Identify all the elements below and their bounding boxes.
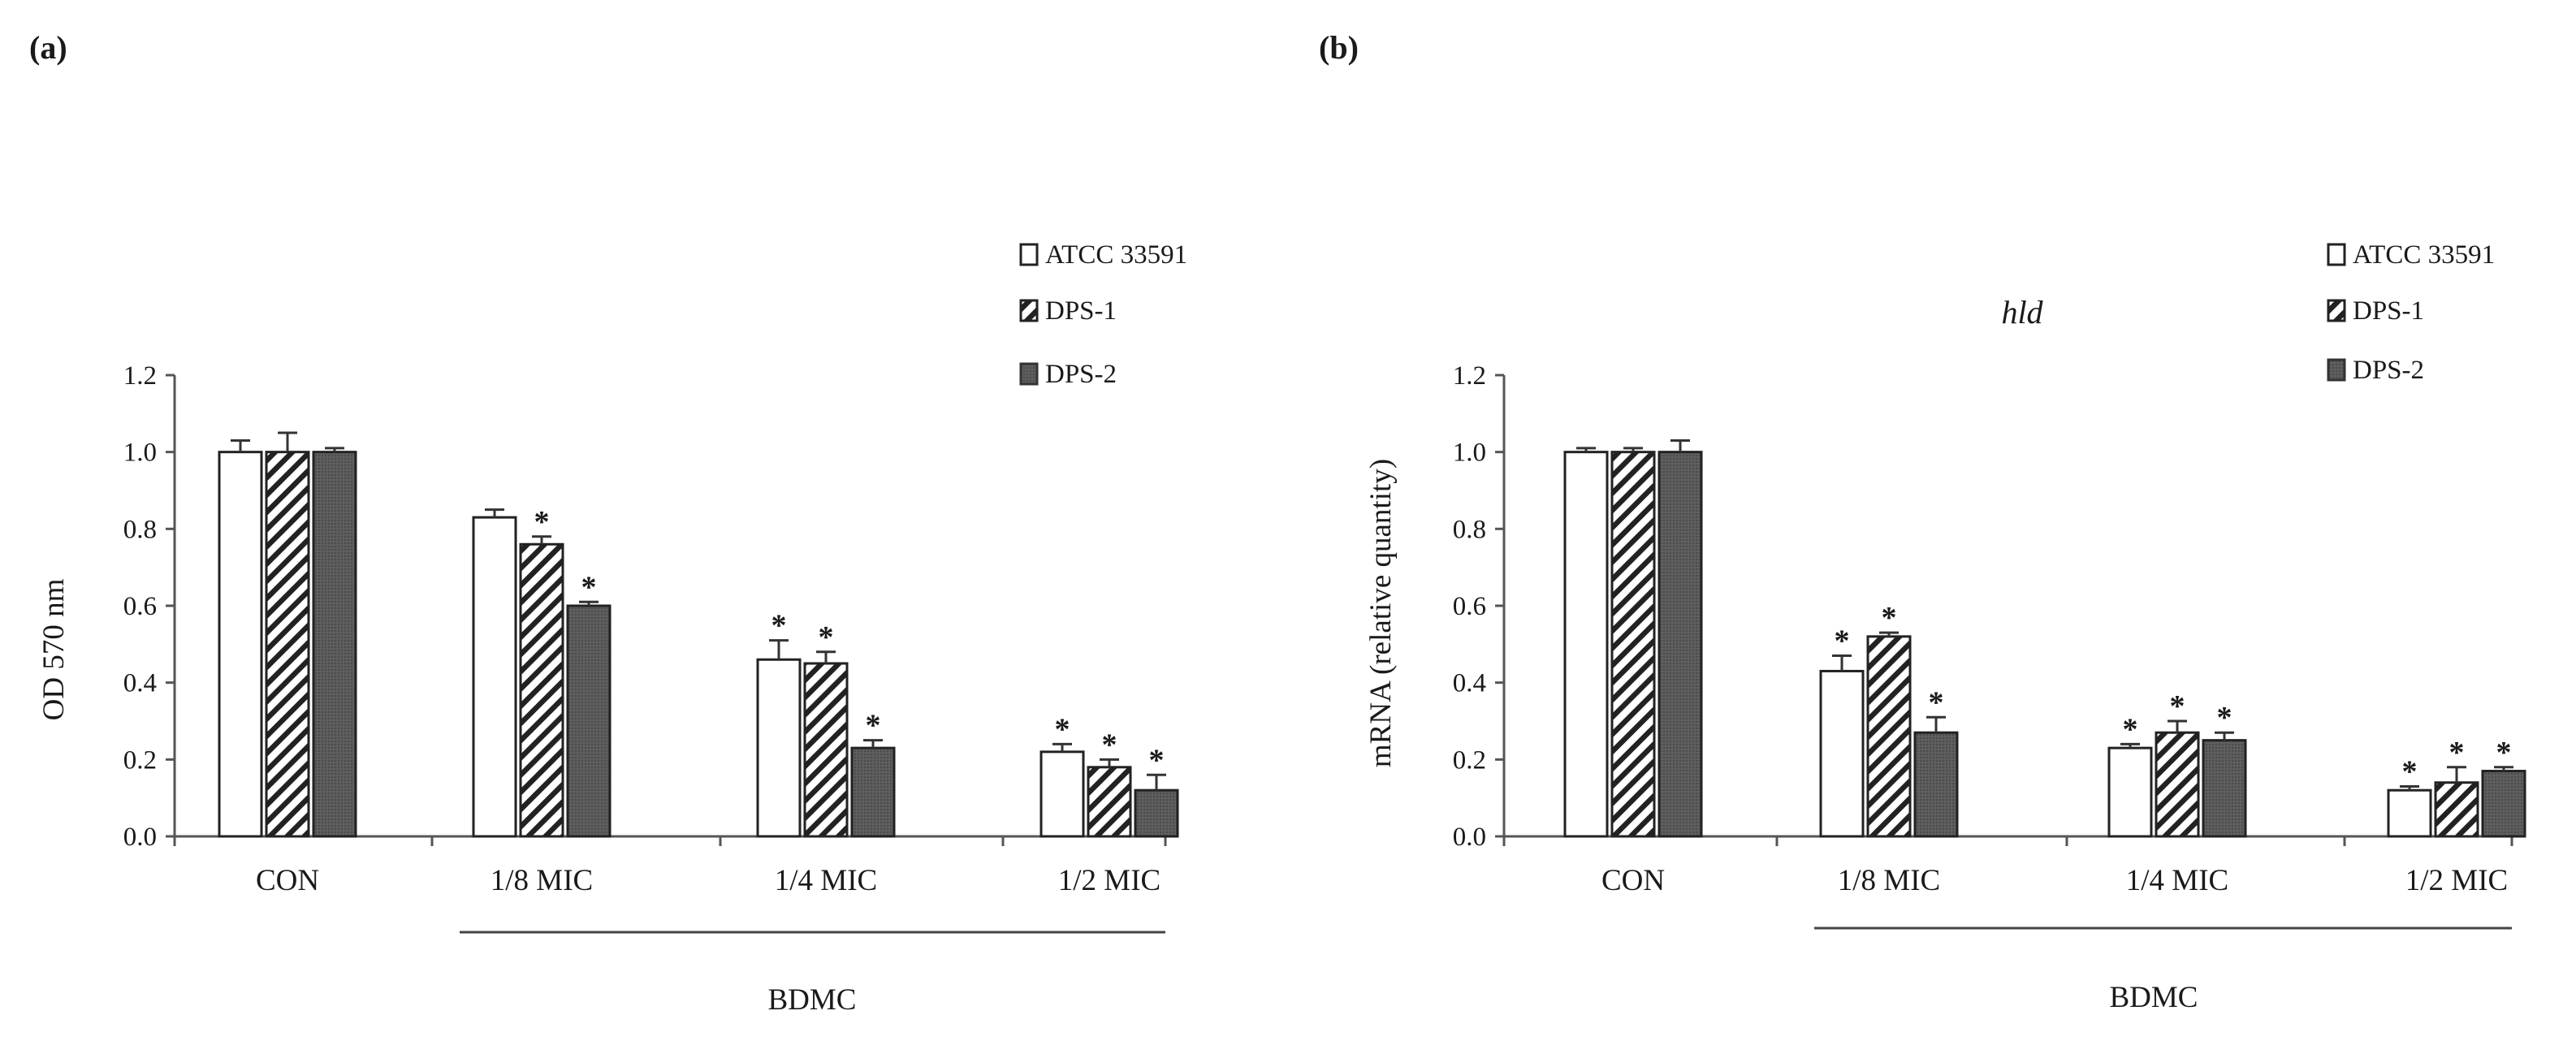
- bar: [566, 604, 612, 838]
- significance-star: *: [819, 620, 834, 654]
- legend-item-dps-1: DPS-1: [2327, 296, 2424, 326]
- significance-star: *: [1835, 624, 1850, 659]
- panel-label: (a): [29, 29, 67, 66]
- legend-item-dps-1: DPS-1: [1019, 296, 1117, 326]
- significance-star: *: [772, 609, 787, 643]
- group-label: BDMC: [768, 983, 857, 1017]
- legend-label: ATCC 33591: [2353, 240, 2495, 270]
- legend-swatch-hatched: [1019, 299, 1039, 322]
- bar: [1866, 635, 1912, 838]
- legend-swatch-white: [2327, 243, 2346, 266]
- y-tick-label: 0.8: [1453, 515, 1486, 544]
- legend-item-atcc-33591: ATCC 33591: [1019, 240, 1187, 270]
- chart-title: hld: [2001, 294, 2043, 330]
- significance-star: *: [2402, 754, 2418, 788]
- significance-star: *: [581, 570, 597, 604]
- legend-swatch-dark: [2327, 358, 2346, 382]
- bar: [1913, 731, 1959, 838]
- y-tick-label: 1.0: [123, 438, 157, 468]
- bar: [1087, 766, 1132, 838]
- panel-a: (a) OD 570 nm ATCC 33591 DPS-1 DPS-2 0.0…: [29, 29, 1187, 1017]
- bar: [312, 451, 357, 838]
- plot-area: 0.0 0.2 0.4 0.6 0.8 1.0 1.2 CON 1/8 MIC 1/4 MIC 1/…: [1453, 361, 2526, 897]
- legend-label: ATCC 33591: [1045, 240, 1187, 270]
- bar: [1039, 750, 1085, 838]
- legend: ATCC 33591 DPS-1 DPS-2: [2327, 240, 2495, 385]
- legend-item-atcc-33591: ATCC 33591: [2327, 240, 2495, 270]
- x-tick-label: 1/2 MIC: [1058, 864, 1160, 897]
- y-tick-label: 0.0: [123, 823, 157, 852]
- bar: [1610, 451, 1656, 838]
- y-tick-label: 0.6: [123, 592, 157, 621]
- y-tick-label: 0.4: [1453, 669, 1486, 698]
- legend-swatch-dark: [1019, 362, 1039, 386]
- x-tick-label: 1/4 MIC: [2126, 864, 2228, 897]
- bar: [1819, 669, 1865, 838]
- panel-label: (b): [1319, 29, 1359, 66]
- bar: [265, 451, 310, 838]
- y-tick-label: 0.2: [1453, 745, 1486, 775]
- bar: [2155, 731, 2200, 838]
- y-tick-label: 1.2: [1453, 361, 1486, 391]
- bar: [2107, 746, 2153, 838]
- legend-label: DPS-2: [1045, 360, 1117, 389]
- y-tick-label: 0.0: [1453, 823, 1486, 852]
- bar: [1134, 788, 1179, 838]
- y-tick-label: 1.0: [1453, 438, 1486, 468]
- x-tick-label: 1/8 MIC: [491, 864, 593, 897]
- legend-label: DPS-1: [2353, 296, 2424, 326]
- bar: [1563, 451, 1609, 838]
- y-tick-label: 0.4: [123, 669, 157, 698]
- group-label: BDMC: [2110, 981, 2198, 1014]
- bar: [1658, 451, 1703, 838]
- significance-star: *: [1102, 728, 1117, 762]
- significance-star: *: [2217, 701, 2232, 735]
- panel-b: (b) hld mRNA (relative quantity) ATCC 33…: [1319, 29, 2526, 1014]
- bar: [2202, 739, 2247, 838]
- legend-item-dps-2: DPS-2: [2327, 356, 2424, 385]
- legend: ATCC 33591 DPS-1 DPS-2: [1019, 240, 1187, 389]
- x-tick-label: CON: [1601, 864, 1665, 897]
- bar: [2481, 770, 2526, 838]
- x-tick-label: 1/2 MIC: [2405, 864, 2508, 897]
- x-tick-label: 1/8 MIC: [1838, 864, 1940, 897]
- significance-star: *: [2449, 736, 2465, 770]
- legend-label: DPS-1: [1045, 296, 1117, 326]
- x-tick-label: 1/4 MIC: [775, 864, 877, 897]
- bar: [756, 658, 802, 838]
- significance-star: *: [1929, 685, 1944, 719]
- bar: [519, 542, 564, 838]
- significance-star: *: [2123, 712, 2138, 746]
- legend-label: DPS-2: [2353, 356, 2424, 385]
- legend-item-dps-2: DPS-2: [1019, 360, 1117, 389]
- significance-star: *: [866, 709, 881, 743]
- y-tick-label: 0.8: [123, 515, 157, 544]
- y-tick-label: 0.2: [123, 745, 157, 775]
- significance-star: *: [2170, 689, 2185, 724]
- significance-star: *: [534, 505, 550, 539]
- y-axis-label: mRNA (relative quantity): [1364, 459, 1398, 767]
- bar: [218, 451, 263, 838]
- bar: [803, 662, 849, 838]
- bar: [2387, 788, 2432, 838]
- significance-star: *: [1055, 712, 1070, 746]
- legend-swatch-white: [1019, 243, 1039, 266]
- significance-star: *: [1882, 601, 1897, 635]
- bar: [472, 516, 517, 838]
- x-tick-label: CON: [256, 864, 319, 897]
- y-axis-label: OD 570 nm: [37, 578, 71, 720]
- y-tick-label: 0.6: [1453, 592, 1486, 621]
- bar: [850, 746, 896, 838]
- plot-area: 0.0 0.2 0.4 0.6 0.8 1.0 1.2 CON 1/8 MIC 1/4 MIC 1/…: [123, 361, 1179, 897]
- legend-swatch-hatched: [2327, 299, 2346, 322]
- significance-star: *: [2496, 736, 2512, 770]
- significance-star: *: [1149, 743, 1165, 777]
- bar: [2434, 781, 2479, 838]
- y-tick-label: 1.2: [123, 361, 157, 391]
